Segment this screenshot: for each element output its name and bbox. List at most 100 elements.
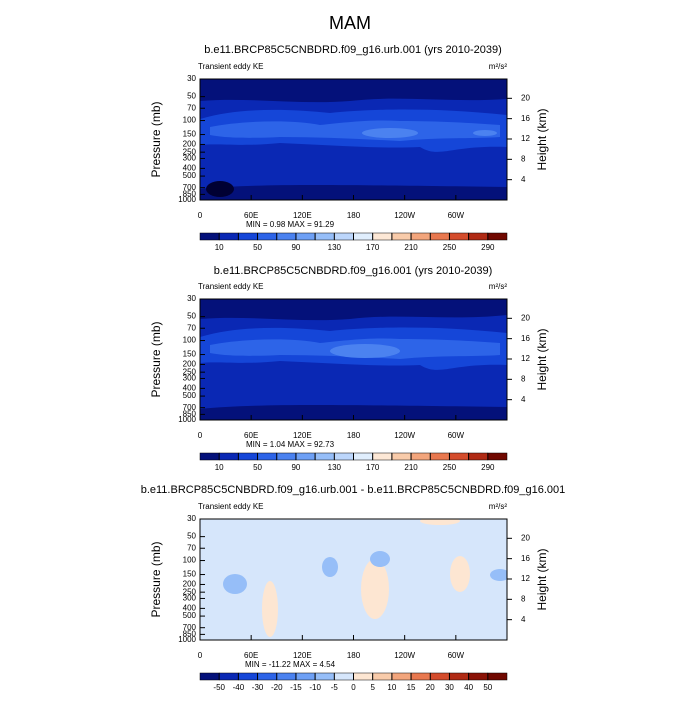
y2-tick-label: 12 [521,354,530,363]
colorbar-box [295,672,316,681]
colorbar-label: 130 [328,243,342,252]
y2-tick-label: 20 [521,313,530,322]
y-tick-label: 150 [183,350,197,359]
colorbar-box [238,232,258,241]
y-tick-label: 400 [183,383,197,392]
y-tick-label: 850 [183,630,197,639]
y-tick-label: 200 [183,360,197,369]
colorbar-label: 170 [366,463,380,472]
colorbar-box [257,452,277,461]
y2-tick-label: 16 [521,554,530,563]
x-tick-label: 120W [394,211,415,220]
colorbar-box [410,232,431,241]
colorbar-box [314,452,335,461]
colorbar-box [295,452,316,461]
colorbar-label: 170 [366,243,380,252]
y2-tick-label: 4 [521,395,526,404]
colorbar-label: 50 [483,683,492,692]
colorbar-label: -15 [290,683,302,692]
colorbar-label: -30 [252,683,264,692]
min-max: MIN = 0.98 MAX = 91.29 [246,220,335,229]
colorbar-label: 250 [443,463,457,472]
y-tick-label: 850 [183,410,197,419]
colorbar-label: 30 [445,683,454,692]
colorbar-box [199,452,220,461]
y-axis-label: Pressure (mb) [149,321,163,397]
y-tick-label: 70 [187,543,196,552]
units: m²/s² [489,502,508,511]
y-tick-label: 70 [187,323,196,332]
y-tick-label: 200 [183,580,197,589]
colorbar-box [238,672,258,681]
colorbar-box [449,232,469,241]
colorbar-box [487,452,508,461]
colorbar-box [391,452,412,461]
x-tick-label: 120W [394,651,415,660]
x-tick-label: 0 [198,651,203,660]
panel-title: b.e11.BRCP85C5CNBDRD.f09_g16.urb.001 - b… [141,484,566,496]
y2-axis-label: Height (km) [535,548,549,610]
y2-tick-label: 20 [521,533,530,542]
colorbar-box [410,452,431,461]
colorbar-box [449,672,469,681]
colorbar-label: 20 [426,683,435,692]
y-tick-label: 100 [183,556,197,565]
x-tick-label: 60W [448,651,465,660]
y-tick-label: 100 [183,116,197,125]
y-tick-label: 300 [183,154,197,163]
x-tick-label: 120E [293,431,312,440]
colorbar-label: 250 [443,243,457,252]
colorbar-box [199,232,220,241]
y-tick-label: 250 [183,587,197,596]
colorbar-box [487,232,508,241]
colorbar-label: 290 [481,463,495,472]
colorbar-label: 210 [404,243,418,252]
x-tick-label: 180 [347,651,361,660]
y-tick-label: 1000 [178,415,196,424]
y-tick-label: 30 [187,294,196,303]
x-tick-label: 60W [448,211,465,220]
panel-subtitle: Transient eddy KE [198,62,264,71]
x-tick-label: 120E [293,651,312,660]
colorbar-box [391,672,412,681]
colorbar-box [238,452,258,461]
y2-tick-label: 4 [521,615,526,624]
y-tick-label: 200 [183,140,197,149]
figure-title: MAM [329,13,371,33]
y-tick-label: 400 [183,163,197,172]
y-tick-label: 100 [183,336,197,345]
colorbar-box [276,452,297,461]
colorbar-box [218,232,239,241]
y2-tick-label: 12 [521,134,530,143]
colorbar-label: -10 [309,683,321,692]
colorbar-label: 130 [328,463,342,472]
panel-title: b.e11.BRCP85C5CNBDRD.f09_g16.001 (yrs 20… [214,265,493,277]
x-tick-label: 60E [244,211,258,220]
colorbar-label: 15 [407,683,416,692]
colorbar-label: 290 [481,243,495,252]
y-tick-label: 300 [183,374,197,383]
units: m²/s² [489,282,508,291]
y-tick-label: 50 [187,532,196,541]
y2-tick-label: 20 [521,93,530,102]
colorbar-box [468,672,489,681]
colorbar-box [430,672,450,681]
y2-tick-label: 16 [521,114,530,123]
colorbar-label: 50 [253,463,262,472]
y-tick-label: 500 [183,391,197,400]
y-tick-label: 850 [183,190,197,199]
y-tick-label: 700 [183,403,197,412]
colorbar-box [430,232,450,241]
y2-tick-label: 8 [521,374,526,383]
colorbar-label: -50 [213,683,225,692]
colorbar-box [430,452,450,461]
y-tick-label: 30 [187,74,196,83]
colorbar-box [410,672,431,681]
colorbar-label: 40 [464,683,473,692]
colorbar-label: 10 [387,683,396,692]
colorbar-label: 210 [404,463,418,472]
contour-field [200,79,507,200]
min-max: MIN = -11.22 MAX = 4.54 [245,660,336,669]
x-tick-label: 120W [394,431,415,440]
units: m²/s² [489,62,508,71]
